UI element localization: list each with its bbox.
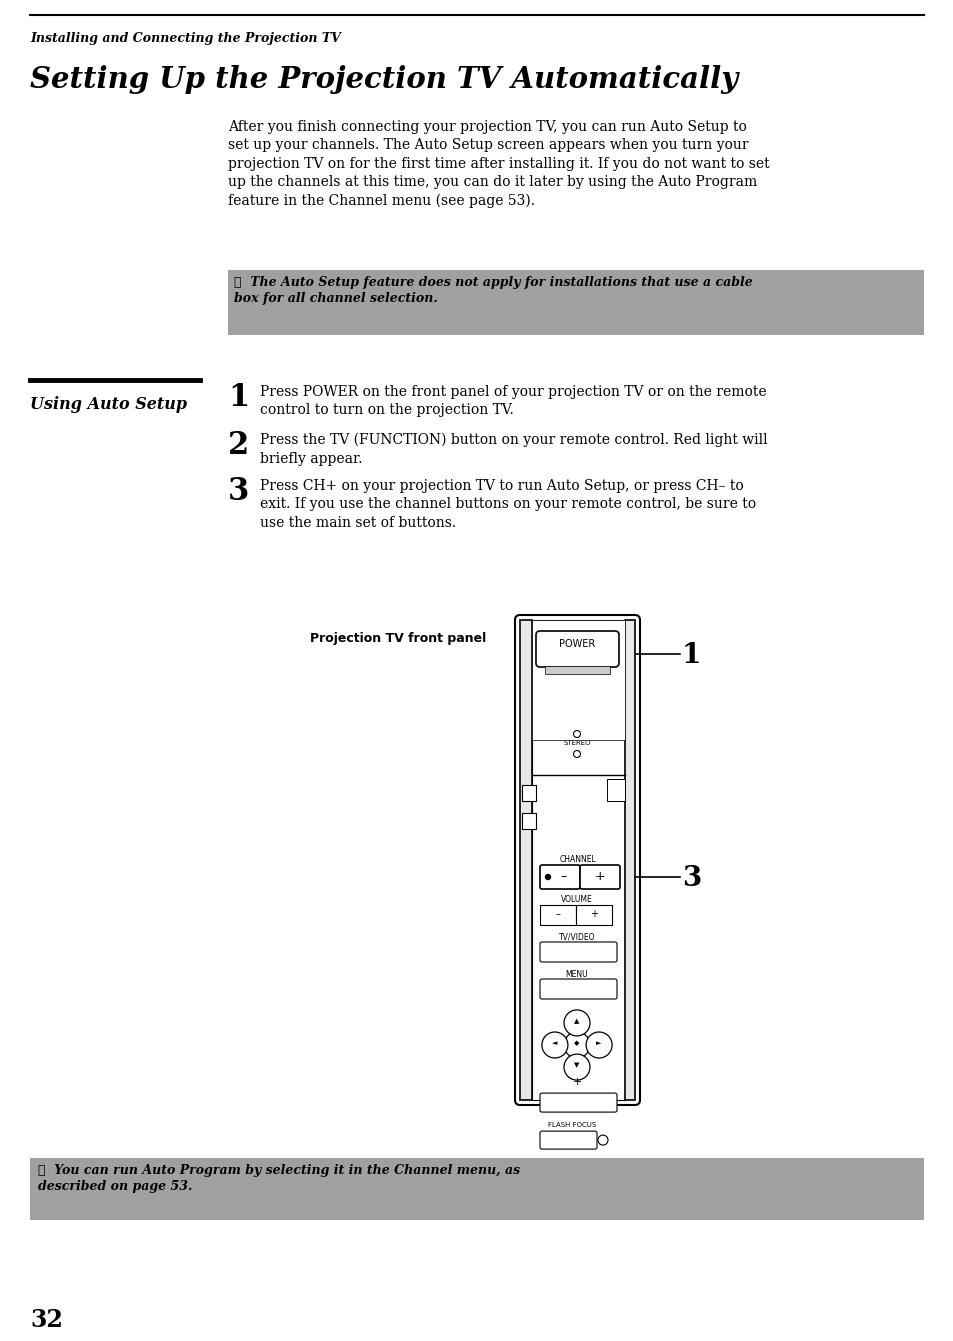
Text: Projection TV front panel: Projection TV front panel [310, 632, 486, 645]
Text: 3: 3 [228, 476, 249, 507]
Text: FLASH FOCUS: FLASH FOCUS [547, 1122, 596, 1128]
Circle shape [573, 751, 579, 758]
FancyBboxPatch shape [576, 905, 612, 925]
Bar [521, 813, 536, 829]
Text: Setting Up the Projection TV Automatically: Setting Up the Projection TV Automatical… [30, 64, 738, 94]
Bar [624, 620, 635, 1100]
Text: ⚠  The Auto Setup feature does not apply for installations that use a cable
box : ⚠ The Auto Setup feature does not apply … [233, 276, 752, 304]
Text: 2: 2 [228, 430, 249, 461]
Text: +: + [572, 1077, 581, 1088]
Circle shape [563, 1010, 589, 1035]
Text: ⚠  You can run Auto Program by selecting it in the Channel menu, as
described on: ⚠ You can run Auto Program by selecting … [38, 1164, 519, 1193]
Text: STEREO: STEREO [562, 740, 590, 746]
Circle shape [585, 1033, 612, 1058]
Text: +: + [589, 909, 598, 919]
FancyBboxPatch shape [539, 865, 579, 889]
FancyBboxPatch shape [539, 905, 576, 925]
Text: 1: 1 [228, 382, 249, 413]
Text: 3: 3 [681, 865, 700, 892]
Bar [532, 620, 624, 1100]
Circle shape [598, 1134, 607, 1145]
Text: TIMER/STAND BY: TIMER/STAND BY [547, 720, 605, 725]
FancyBboxPatch shape [539, 941, 617, 961]
FancyBboxPatch shape [579, 865, 619, 889]
Text: POWER: POWER [558, 640, 595, 649]
Text: Installing and Connecting the Projection TV: Installing and Connecting the Projection… [30, 32, 340, 46]
Text: ◆: ◆ [574, 1041, 579, 1046]
Bar [228, 270, 923, 335]
Text: TV/VIDEO: TV/VIDEO [558, 933, 595, 941]
Text: 1: 1 [681, 642, 700, 669]
Bar [521, 784, 536, 801]
Circle shape [541, 1033, 567, 1058]
Text: Using Auto Setup: Using Auto Setup [30, 396, 187, 413]
Circle shape [545, 874, 550, 880]
Text: VOLUME: VOLUME [560, 894, 592, 904]
Text: ▼: ▼ [574, 1062, 579, 1067]
Text: –: – [560, 870, 566, 882]
FancyBboxPatch shape [539, 1093, 617, 1112]
Text: 32: 32 [30, 1307, 63, 1332]
Text: +: + [594, 870, 604, 882]
Text: Press POWER on the front panel of your projection TV or on the remote
control to: Press POWER on the front panel of your p… [260, 385, 766, 417]
Bar [519, 620, 532, 1100]
FancyBboxPatch shape [539, 1130, 597, 1149]
Text: ◄: ◄ [552, 1041, 557, 1046]
Circle shape [563, 1054, 589, 1080]
Text: Press the TV (FUNCTION) button on your remote control. Red light will
briefly ap: Press the TV (FUNCTION) button on your r… [260, 433, 767, 465]
Text: ►: ► [596, 1041, 601, 1046]
Text: ▲: ▲ [574, 1018, 579, 1025]
Text: –: – [555, 909, 559, 919]
FancyBboxPatch shape [536, 632, 618, 666]
Bar [544, 666, 609, 675]
FancyBboxPatch shape [539, 979, 617, 999]
Text: CHANNEL: CHANNEL [559, 856, 596, 864]
Text: MENU: MENU [565, 970, 588, 979]
Bar [532, 620, 624, 740]
Circle shape [563, 1033, 589, 1058]
Bar [606, 779, 624, 801]
Bar [30, 1159, 923, 1220]
Text: Press CH+ on your projection TV to run Auto Setup, or press CH– to
exit. If you : Press CH+ on your projection TV to run A… [260, 479, 756, 530]
Text: After you finish connecting your projection TV, you can run Auto Setup to
set up: After you finish connecting your project… [228, 119, 769, 208]
Circle shape [573, 731, 579, 738]
